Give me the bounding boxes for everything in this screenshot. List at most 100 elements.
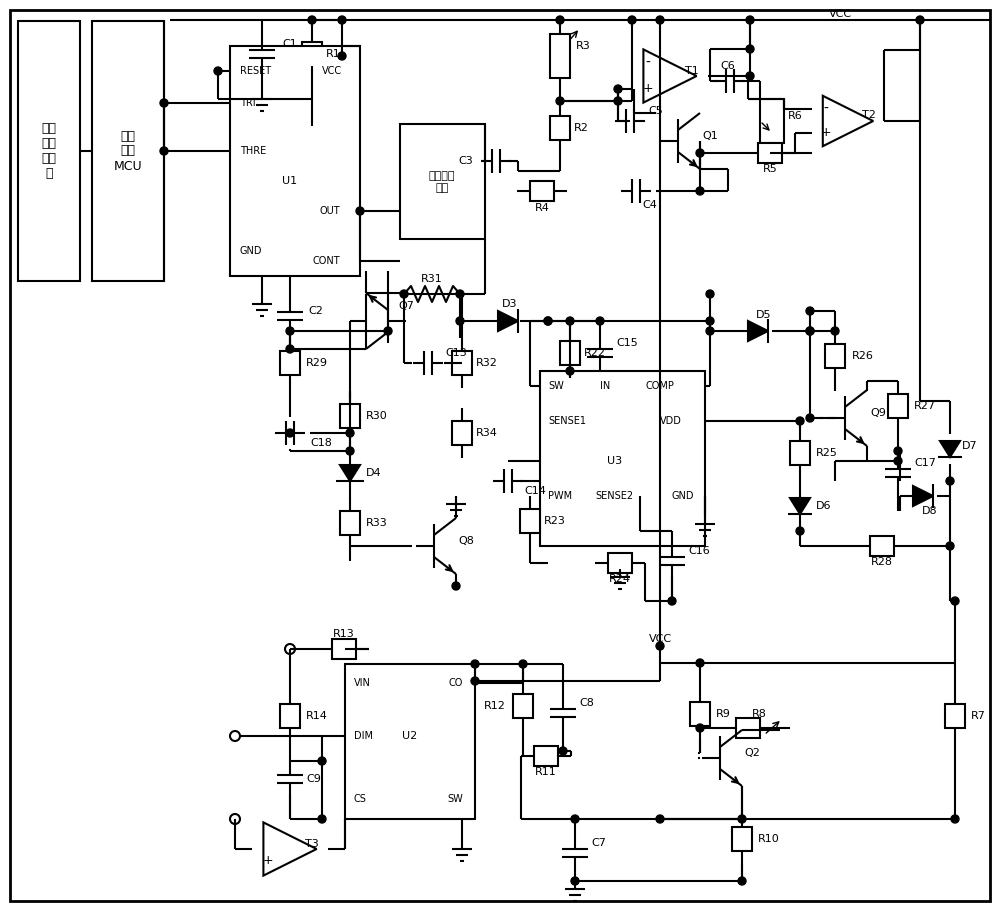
Text: D6: D6 xyxy=(816,501,832,511)
Text: R3: R3 xyxy=(576,41,591,51)
Circle shape xyxy=(831,327,839,335)
Bar xyxy=(302,42,322,66)
Circle shape xyxy=(452,582,460,590)
Text: R8: R8 xyxy=(752,709,767,719)
Text: R14: R14 xyxy=(306,711,328,721)
Text: C1: C1 xyxy=(282,39,297,49)
Text: OUT: OUT xyxy=(319,206,340,216)
Text: R7: R7 xyxy=(971,711,986,721)
Text: Q8: Q8 xyxy=(458,536,474,546)
Circle shape xyxy=(738,815,746,823)
Circle shape xyxy=(696,187,704,195)
Circle shape xyxy=(456,290,464,298)
Text: R9: R9 xyxy=(716,709,731,719)
Bar xyxy=(345,664,475,819)
Text: T2: T2 xyxy=(862,110,876,120)
Text: VCC: VCC xyxy=(828,9,852,19)
Text: U3: U3 xyxy=(607,456,623,466)
Bar xyxy=(736,718,760,738)
Text: C14: C14 xyxy=(524,486,546,496)
Bar xyxy=(513,694,533,718)
Circle shape xyxy=(806,307,814,315)
Circle shape xyxy=(285,644,295,654)
Bar xyxy=(452,351,472,375)
Circle shape xyxy=(286,327,294,335)
Text: -: - xyxy=(646,56,650,70)
Bar xyxy=(400,124,485,239)
Circle shape xyxy=(951,597,959,605)
Text: R34: R34 xyxy=(476,428,498,438)
Text: 人脸
图像
采集
器: 人脸 图像 采集 器 xyxy=(42,122,56,180)
Text: C9: C9 xyxy=(306,774,321,784)
Circle shape xyxy=(384,327,392,335)
Text: D4: D4 xyxy=(366,468,382,478)
Text: -: - xyxy=(824,102,828,116)
Text: +: + xyxy=(821,127,831,139)
Text: C18: C18 xyxy=(310,438,332,448)
Polygon shape xyxy=(340,465,360,481)
Bar xyxy=(280,351,300,375)
Bar xyxy=(280,704,300,728)
Circle shape xyxy=(356,207,364,215)
Bar xyxy=(945,704,965,728)
Text: C2: C2 xyxy=(308,306,323,316)
Circle shape xyxy=(696,659,704,667)
Circle shape xyxy=(566,367,574,375)
Circle shape xyxy=(318,815,326,823)
Circle shape xyxy=(456,317,464,325)
Text: R33: R33 xyxy=(366,518,388,528)
Text: D8: D8 xyxy=(922,506,938,516)
Circle shape xyxy=(519,660,527,668)
Text: C5: C5 xyxy=(648,106,663,116)
Text: R30: R30 xyxy=(366,411,388,421)
Bar xyxy=(870,536,894,556)
Text: R5: R5 xyxy=(763,164,777,174)
Text: CS: CS xyxy=(354,794,367,804)
Text: +: + xyxy=(643,83,653,96)
Circle shape xyxy=(746,72,754,80)
Circle shape xyxy=(706,317,714,325)
Text: R27: R27 xyxy=(914,401,936,411)
Polygon shape xyxy=(823,96,873,146)
Circle shape xyxy=(230,814,240,824)
Text: R29: R29 xyxy=(306,358,328,368)
Circle shape xyxy=(746,45,754,53)
Text: U1: U1 xyxy=(282,176,298,186)
Text: VIN: VIN xyxy=(354,678,371,688)
Text: R2: R2 xyxy=(574,123,589,133)
Text: R6: R6 xyxy=(788,111,803,121)
Bar xyxy=(340,511,360,535)
Bar xyxy=(690,702,710,726)
Bar xyxy=(550,116,570,140)
Circle shape xyxy=(559,747,567,755)
Circle shape xyxy=(566,317,574,325)
Text: R10: R10 xyxy=(758,834,780,844)
Circle shape xyxy=(696,149,704,157)
Text: D3: D3 xyxy=(502,299,518,309)
Circle shape xyxy=(308,95,316,103)
Bar xyxy=(758,143,782,163)
Circle shape xyxy=(668,597,676,605)
Circle shape xyxy=(346,429,354,437)
Text: C4: C4 xyxy=(643,200,657,210)
Circle shape xyxy=(556,97,564,105)
Text: C7: C7 xyxy=(591,838,606,848)
Circle shape xyxy=(946,477,954,485)
Bar xyxy=(540,371,705,546)
Circle shape xyxy=(308,16,316,24)
Text: R12: R12 xyxy=(484,701,506,711)
Circle shape xyxy=(571,877,579,885)
Circle shape xyxy=(806,327,814,335)
Circle shape xyxy=(796,527,804,535)
Circle shape xyxy=(160,99,168,107)
Text: R24: R24 xyxy=(609,574,631,584)
Circle shape xyxy=(286,345,294,353)
Text: C15: C15 xyxy=(616,338,638,348)
Bar xyxy=(790,441,810,465)
Circle shape xyxy=(471,660,479,668)
Circle shape xyxy=(696,724,704,732)
Text: 线性驱动
电路: 线性驱动 电路 xyxy=(429,171,455,193)
Text: VCC: VCC xyxy=(322,66,342,76)
Circle shape xyxy=(556,16,564,24)
Circle shape xyxy=(656,16,664,24)
